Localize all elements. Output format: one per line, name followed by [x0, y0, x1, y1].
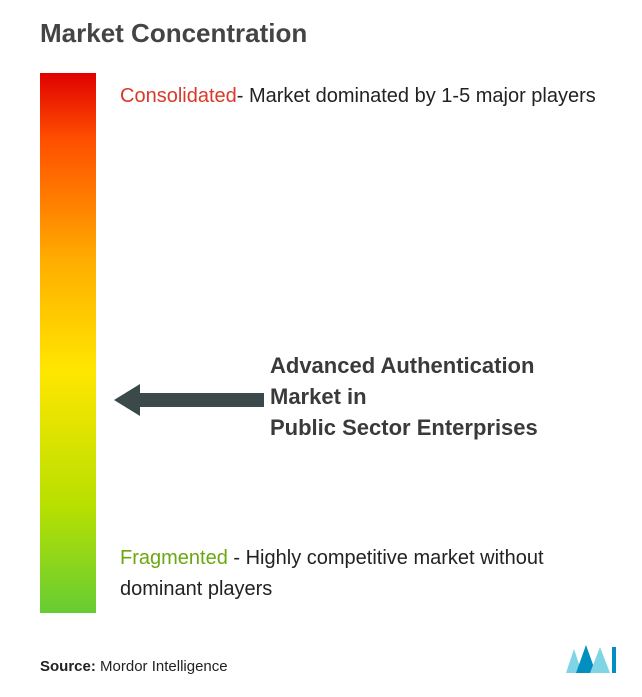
- consolidated-text: - Market dominated by 1-5 major players: [237, 85, 596, 107]
- consolidated-label: Consolidated- Market dominated by 1-5 ma…: [120, 81, 618, 112]
- indicator-arrow-icon: [114, 384, 264, 416]
- logo-stroke-3: [590, 647, 610, 673]
- market-name-line2: Market in: [270, 382, 538, 413]
- figure-root: Market Concentration Consolidated- Marke…: [0, 0, 642, 697]
- consolidated-keyword: Consolidated: [120, 85, 237, 107]
- source-value: Mordor Intelligence: [100, 658, 228, 675]
- market-name-line1: Advanced Authentication: [270, 351, 538, 382]
- fragmented-label: Fragmented - Highly competitive market w…: [120, 543, 618, 605]
- source-label: Source:: [40, 658, 96, 675]
- source-line: Source: Mordor Intelligence: [40, 658, 228, 675]
- logo-stroke-4: [612, 647, 616, 673]
- brand-logo-icon: [564, 643, 618, 677]
- arrow-shape: [114, 384, 264, 416]
- fragmented-keyword: Fragmented: [120, 547, 228, 569]
- figure-body: Consolidated- Market dominated by 1-5 ma…: [40, 73, 618, 613]
- figure-title: Market Concentration: [40, 18, 618, 49]
- concentration-gradient-bar: [40, 73, 96, 613]
- market-name-label: Advanced Authentication Market in Public…: [270, 351, 538, 443]
- market-name-line3: Public Sector Enterprises: [270, 413, 538, 444]
